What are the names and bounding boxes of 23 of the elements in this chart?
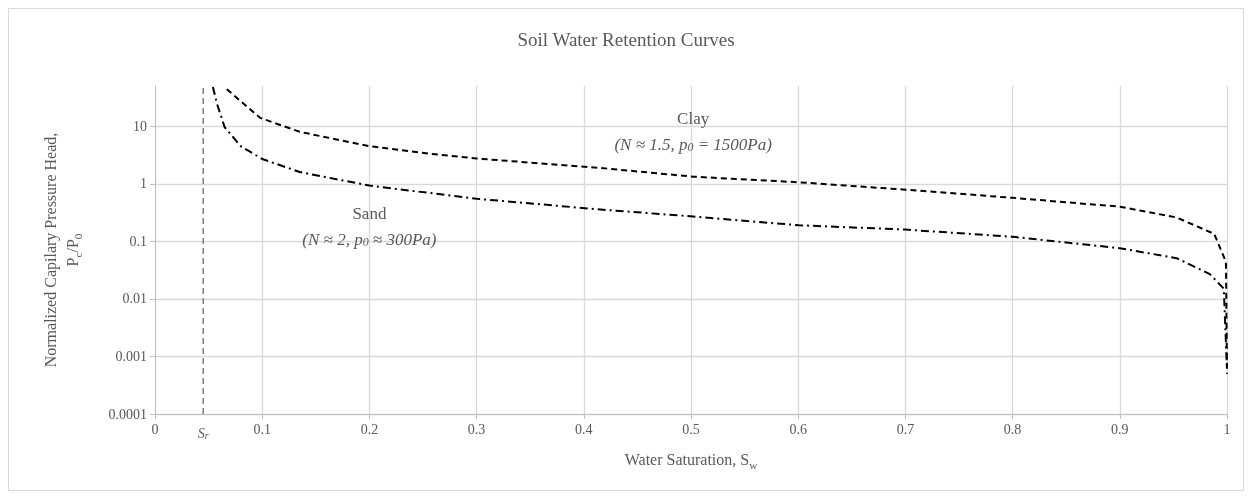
x-tick-label: 0	[151, 421, 159, 437]
ref-line-label: Sr	[197, 425, 209, 441]
x-tick-label: 0.3	[467, 421, 486, 437]
x-tick-label: 1	[1223, 421, 1231, 437]
x-tick-label: 0.4	[575, 421, 593, 437]
y-tick-label: 10	[133, 118, 147, 134]
y-tick-label: 0.01	[122, 291, 147, 307]
y-tick-label: 1	[140, 176, 147, 192]
y-tick-label: 0.001	[115, 348, 147, 364]
y-tick-label: 0.1	[129, 233, 147, 249]
x-tick-label: 0.6	[789, 421, 807, 437]
text: Clay	[677, 109, 710, 129]
x-tick-label: 0.8	[1003, 421, 1022, 437]
x-tick-label: 0.1	[253, 421, 271, 437]
annotation: (N ≈ 1.5, p0 = 1500Pa)	[614, 135, 773, 155]
x-tick-label: 0.9	[1111, 421, 1129, 437]
y-tick-label: 0.0001	[108, 406, 147, 422]
series-label: Sand	[352, 204, 387, 224]
x-tick-label: 0.7	[896, 421, 915, 437]
chart-title: Soil Water Retention Curves	[517, 29, 735, 50]
annotation: (N ≈ 2, p0 ≈ 300Pa)	[302, 230, 437, 250]
x-tick-label: 0.2	[360, 421, 379, 437]
x-tick-label: 0.5	[682, 421, 700, 437]
